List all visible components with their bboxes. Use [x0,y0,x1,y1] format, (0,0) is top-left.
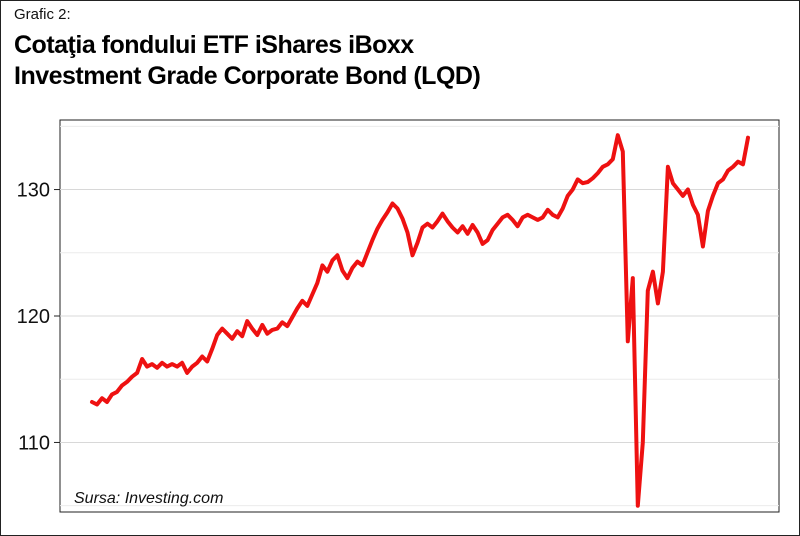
chart-title-line-1: Cotaţia fondului ETF iShares iBoxx [14,31,414,59]
y-tick-label: 120 [17,306,50,328]
series-line-0 [90,133,750,508]
chart-title: Cotaţia fondului ETF iShares iBoxx Inves… [14,30,774,92]
y-axis: 110 120 130 [17,180,60,454]
y-tick-label: 110 [18,432,50,454]
chart-title-line-2: Investment Grade Corporate Bond (LQD) [14,62,481,90]
source-note: Sursa: Investing.com [74,490,223,507]
figure-label: Grafic 2: [14,6,71,23]
y-tick-label: 130 [17,180,50,202]
gridlines [60,125,779,507]
series-layer [90,133,750,508]
